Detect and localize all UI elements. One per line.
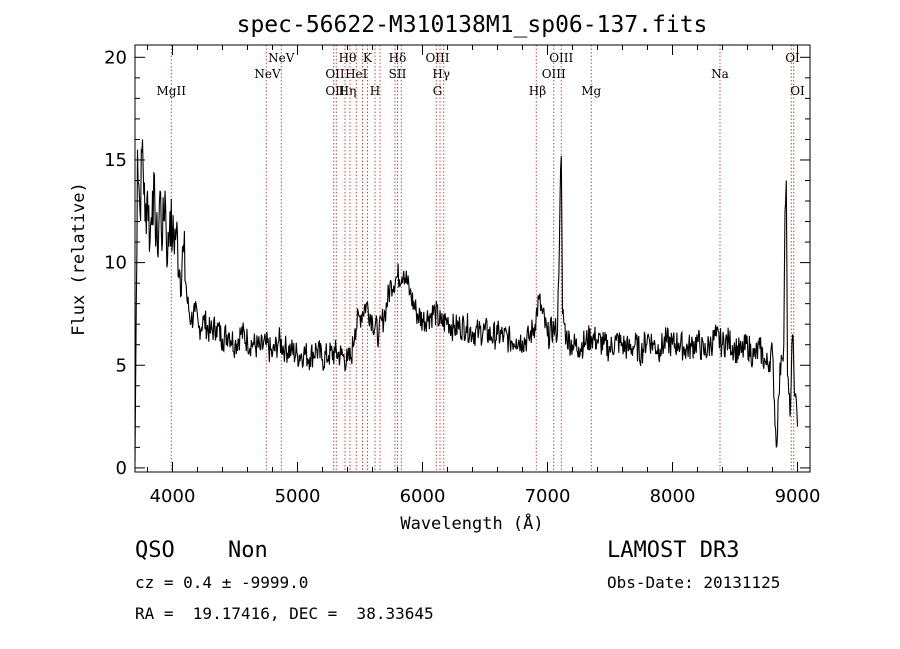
redshift-value: cz = 0.4 ± -9999.0 [135, 573, 309, 592]
x-axis-ticks: 4000 5000 6000 7000 8000 9000 [147, 45, 821, 507]
y-axis-label: Flux (relative) [69, 182, 89, 336]
line-label-12: OIII [425, 51, 449, 65]
line-label-15: Hβ [529, 84, 546, 98]
line-label-11: SII [389, 67, 407, 81]
line-label-8: K [363, 51, 373, 65]
line-label-20: OI [785, 51, 800, 65]
line-label-16: OIII [549, 51, 573, 65]
object-subclass: Non [228, 538, 268, 563]
line-label-1: NeV [254, 67, 281, 81]
line-label-9: H [370, 84, 380, 98]
line-label-10: Hδ [389, 51, 407, 65]
spectrum-series-line [134, 139, 799, 462]
observation-date: Obs-Date: 20131125 [607, 573, 781, 592]
plot-frame [134, 44, 811, 473]
y-tick-label-2: 10 [104, 253, 127, 274]
y-tick-label-0: 0 [116, 458, 127, 479]
line-label-18: Mg [581, 84, 601, 98]
chart-title: spec-56622-M310138M1_sp06-137.fits [237, 12, 708, 38]
line-label-7: HeI [345, 67, 368, 81]
coordinates: RA = 19.17416, DEC = 38.33645 [135, 604, 434, 623]
emission-line-labels: MgII NeV NeV OII OII Hθ Hη HeI K H Hδ SII OIII Hγ G Hβ O… [157, 51, 806, 98]
line-label-5: Hθ [339, 51, 357, 65]
line-label-2: NeV [268, 51, 295, 65]
y-tick-label-3: 15 [104, 150, 127, 171]
x-tick-label-3: 7000 [525, 486, 571, 507]
y-axis-ticks: 0 5 10 15 20 [104, 47, 810, 479]
line-label-4: OII [325, 84, 345, 98]
line-label-3: OII [325, 67, 345, 81]
y-tick-label-4: 20 [104, 47, 127, 68]
line-label-0: MgII [157, 84, 187, 98]
y-tick-label-1: 5 [116, 355, 127, 376]
x-tick-label-2: 6000 [400, 486, 446, 507]
line-label-6: Hη [339, 84, 357, 98]
line-label-17: OIII [542, 67, 566, 81]
x-tick-label-1: 5000 [275, 486, 321, 507]
object-class: QSO [135, 538, 175, 563]
x-tick-label-4: 8000 [650, 486, 696, 507]
emission-line-markers [170, 45, 795, 472]
line-label-19: Na [711, 67, 729, 81]
survey-name: LAMOST DR3 [607, 538, 740, 563]
line-label-14: G [433, 84, 443, 98]
line-label-13: Hγ [432, 67, 450, 81]
line-label-21: OI [790, 84, 805, 98]
x-tick-label-0: 4000 [150, 486, 196, 507]
x-axis-label: Wavelength (Å) [400, 512, 543, 534]
x-tick-label-5: 9000 [775, 486, 821, 507]
